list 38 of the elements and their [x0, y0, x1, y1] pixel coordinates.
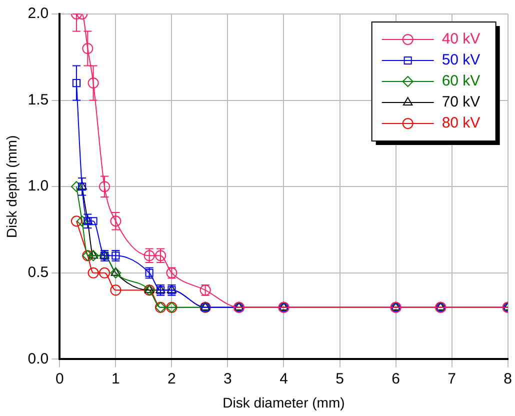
point: [110, 284, 122, 296]
x-tick-label: 7: [448, 370, 456, 388]
y-tick-label: 2.0: [28, 5, 49, 22]
x-tick-label: 3: [224, 370, 232, 388]
point: [72, 79, 80, 88]
point: [88, 267, 99, 278]
x-axis-title: Disk diameter (mm): [222, 394, 345, 410]
point: [98, 267, 110, 278]
point: [110, 267, 121, 276]
point: [82, 43, 94, 54]
point: [76, 216, 88, 227]
legend-label: 40 kV: [442, 30, 480, 48]
y-tick-label: 1.0: [28, 178, 49, 195]
x-tick-label: 1: [112, 370, 120, 388]
y-tick-label: 1.5: [28, 91, 49, 108]
x-tick-label: 8: [504, 370, 512, 388]
x-tick-label: 2: [168, 370, 176, 388]
point: [70, 181, 82, 192]
point: [98, 181, 110, 192]
x-tick-label: 0: [55, 370, 64, 388]
x-tick-label: 6: [392, 370, 400, 388]
y-axis-title: Disk depth (mm): [3, 135, 20, 238]
point: [110, 267, 122, 278]
y-tick-label: 0.0: [28, 350, 49, 368]
legend-label: 60 kV: [442, 72, 480, 90]
point: [110, 216, 122, 227]
point: [88, 78, 99, 89]
point: [70, 216, 82, 227]
point: [88, 250, 98, 259]
legend-label: 50 kV: [442, 52, 480, 69]
point: [144, 284, 154, 294]
x-tick-label: 4: [280, 370, 288, 388]
legend-label: 70 kV: [442, 94, 480, 111]
legend-label: 80 kV: [442, 114, 480, 132]
y-tick-label: 0.5: [28, 264, 49, 282]
point: [89, 217, 98, 226]
point: [88, 250, 99, 262]
x-tick-label: 5: [336, 370, 344, 388]
